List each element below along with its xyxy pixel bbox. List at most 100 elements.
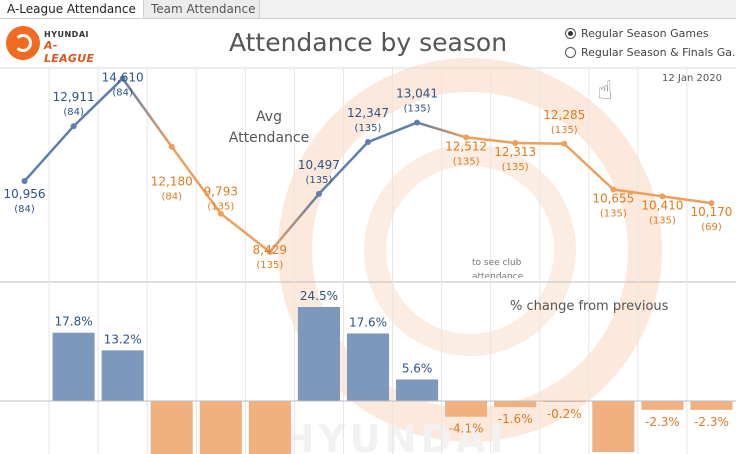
value-label: 12,911 bbox=[53, 90, 95, 104]
line-point bbox=[119, 75, 126, 82]
tab-a-league-attendance[interactable]: A-League Attendance bbox=[0, 0, 144, 18]
pct-bar bbox=[248, 401, 291, 454]
line-point bbox=[365, 139, 371, 146]
line-point bbox=[463, 134, 470, 141]
pct-label: 17.8% bbox=[55, 315, 93, 329]
line-segment bbox=[121, 77, 173, 148]
logo-brand-text: HYUNDAI bbox=[44, 30, 89, 39]
line-segment bbox=[563, 142, 615, 191]
games-label: (135) bbox=[502, 162, 529, 173]
avg-label-line2: Attendance bbox=[228, 130, 310, 146]
value-label: 9,793 bbox=[204, 185, 238, 199]
radio-label: Regular Season & Finals Ga... bbox=[581, 46, 736, 59]
line-segment bbox=[366, 121, 419, 144]
games-label: (135) bbox=[649, 215, 676, 226]
value-label: 12,347 bbox=[347, 106, 389, 120]
logo-league-text: A-LEAGUE bbox=[44, 39, 95, 65]
games-label: (135) bbox=[551, 125, 578, 136]
radio-unselected-icon bbox=[565, 47, 576, 58]
pointer-hand-icon[interactable]: ☝ bbox=[597, 76, 613, 106]
line-segment bbox=[415, 121, 468, 139]
pct-label: 17.6% bbox=[349, 315, 387, 329]
line-point bbox=[414, 119, 421, 126]
pct-bar bbox=[199, 401, 242, 454]
games-label: (84) bbox=[63, 107, 84, 118]
games-label: (135) bbox=[355, 123, 382, 134]
value-label: 14,610 bbox=[102, 71, 144, 85]
pct-bar bbox=[396, 379, 439, 401]
line-segment bbox=[170, 145, 223, 215]
line-point bbox=[70, 123, 77, 130]
value-label: 10,170 bbox=[690, 205, 732, 219]
tab-team-attendance[interactable]: Team Attendance bbox=[144, 0, 260, 18]
games-label: (135) bbox=[600, 208, 627, 219]
line-point bbox=[168, 143, 175, 150]
line-point bbox=[315, 190, 322, 197]
value-label: 10,956 bbox=[4, 187, 46, 201]
page-title: Attendance by season bbox=[228, 28, 508, 57]
value-label: 12,512 bbox=[445, 139, 487, 153]
radio-regular-season[interactable]: Regular Season Games bbox=[565, 27, 709, 40]
pct-label: 5.6% bbox=[402, 362, 433, 376]
line-point bbox=[217, 210, 224, 217]
games-label: (135) bbox=[453, 156, 480, 167]
radio-selected-icon bbox=[565, 28, 576, 39]
pct-bar bbox=[592, 401, 635, 453]
date-stamp: 12 Jan 2020 bbox=[662, 73, 722, 84]
games-label: (135) bbox=[256, 260, 283, 271]
games-label: (135) bbox=[404, 104, 431, 115]
pct-bar bbox=[150, 401, 193, 454]
line-point bbox=[610, 186, 617, 193]
line-segment bbox=[268, 192, 321, 254]
a-league-ball-icon bbox=[6, 26, 40, 60]
value-label: 10,410 bbox=[641, 198, 683, 212]
line-segment bbox=[661, 195, 713, 205]
attendance-line-series bbox=[21, 75, 715, 255]
pct-label: 13.2% bbox=[104, 332, 142, 346]
line-segment bbox=[72, 77, 124, 128]
pct-bar bbox=[690, 401, 733, 410]
line-segment bbox=[23, 124, 75, 183]
line-point bbox=[659, 193, 666, 200]
pct-label: -2.3% bbox=[645, 415, 680, 429]
data-labels: 10,956 (84) 12,911 (84) 14,610 (84) 12,180 (84)… bbox=[4, 71, 733, 436]
chart-gridlines bbox=[0, 67, 736, 454]
line-point bbox=[266, 248, 273, 255]
pct-bar bbox=[52, 332, 95, 401]
line-segment bbox=[317, 140, 370, 196]
line-point bbox=[561, 140, 568, 147]
tab-bar: A-League Attendance Team Attendance bbox=[0, 0, 736, 19]
pct-label: -2.3% bbox=[694, 415, 729, 429]
pct-bar bbox=[445, 401, 488, 417]
games-label: (69) bbox=[701, 222, 722, 233]
avg-attendance-label: Avg Attendance bbox=[224, 107, 314, 149]
value-label: 10,655 bbox=[592, 191, 634, 205]
value-label: 12,180 bbox=[151, 175, 193, 189]
line-point bbox=[512, 139, 519, 146]
radio-label: Regular Season Games bbox=[581, 27, 709, 40]
pct-bar bbox=[346, 333, 390, 401]
line-segment bbox=[513, 141, 566, 146]
line-point bbox=[21, 178, 28, 185]
games-label: (84) bbox=[112, 88, 133, 99]
pct-change-bars bbox=[0, 307, 736, 454]
value-label: 10,497 bbox=[298, 158, 340, 172]
line-segment bbox=[219, 212, 272, 254]
games-label: (135) bbox=[207, 202, 234, 213]
pct-change-label: % change from previous bbox=[510, 299, 669, 314]
club-attendance-hint: to see club attendance bbox=[472, 258, 524, 278]
line-segment bbox=[464, 136, 517, 145]
a-league-logo: HYUNDAI A-LEAGUE bbox=[6, 26, 106, 65]
pct-bar bbox=[297, 307, 340, 401]
watermark-ring bbox=[278, 58, 662, 442]
avg-label-line1: Avg bbox=[256, 109, 282, 125]
value-label: 12,285 bbox=[543, 108, 585, 122]
pct-label: -1.6% bbox=[498, 412, 533, 426]
pct-label: 24.5% bbox=[300, 289, 338, 303]
value-label: 12,313 bbox=[494, 145, 536, 159]
pct-label: -4.1% bbox=[449, 422, 484, 436]
watermark-inner-ring bbox=[364, 144, 576, 356]
radio-regular-season-finals[interactable]: Regular Season & Finals Ga... bbox=[565, 46, 736, 59]
pct-bar bbox=[641, 401, 684, 410]
